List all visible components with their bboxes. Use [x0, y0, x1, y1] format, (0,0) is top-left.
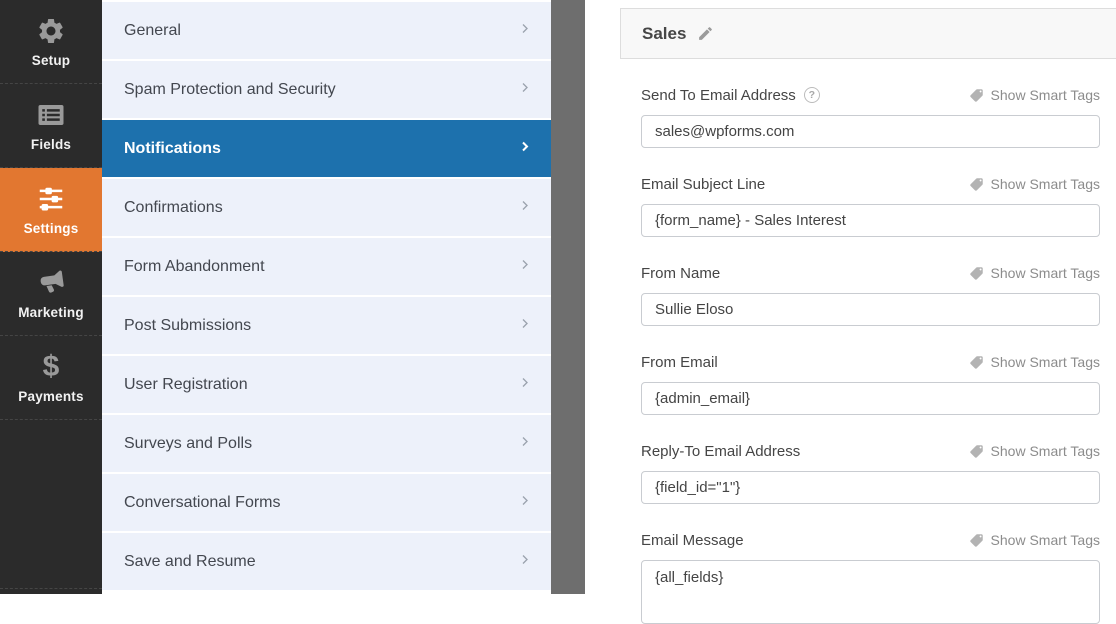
- sidebar-item-settings[interactable]: Settings: [0, 168, 102, 252]
- tag-icon: [969, 533, 983, 547]
- show-smart-tags-label: Show Smart Tags: [990, 354, 1100, 370]
- menu-item-label: Confirmations: [124, 198, 223, 216]
- fields-icon: [35, 100, 67, 130]
- sidebar-item-label: Setup: [31, 52, 71, 68]
- show-smart-tags-label: Show Smart Tags: [990, 532, 1100, 548]
- chevron-right-icon: [517, 197, 533, 218]
- sidebar-item-payments[interactable]: $ Payments: [0, 336, 102, 420]
- sidebar-item-fields[interactable]: Fields: [0, 84, 102, 168]
- settings-menu: General Spam Protection and Security Not…: [102, 0, 551, 594]
- field-label: Email Subject Line: [641, 175, 766, 193]
- help-icon[interactable]: ?: [803, 87, 820, 103]
- field-email-subject: Email Subject Line Show Smart Tags: [641, 175, 1100, 237]
- tag-icon: [969, 88, 983, 102]
- email-message-textarea[interactable]: {all_fields}: [641, 560, 1100, 624]
- chevron-right-icon: [517, 492, 533, 513]
- field-reply-to: Reply-To Email Address Show Smart Tags: [641, 442, 1100, 504]
- chevron-right-icon: [517, 256, 533, 277]
- chevron-right-icon: [517, 551, 533, 572]
- tag-icon: [969, 177, 983, 191]
- field-from-email: From Email Show Smart Tags: [641, 353, 1100, 415]
- menu-item-label: Notifications: [124, 139, 221, 157]
- chevron-right-icon: [517, 79, 533, 100]
- menu-item-label: General: [124, 21, 181, 39]
- menu-item-save-and-resume[interactable]: Save and Resume: [102, 533, 551, 590]
- menu-item-confirmations[interactable]: Confirmations: [102, 179, 551, 236]
- menu-item-label: Save and Resume: [124, 552, 256, 570]
- field-label: Reply-To Email Address: [641, 442, 801, 460]
- menu-item-form-abandonment[interactable]: Form Abandonment: [102, 238, 551, 295]
- from-email-input[interactable]: [641, 382, 1100, 415]
- menu-item-label: Spam Protection and Security: [124, 80, 336, 98]
- field-email-message: Email Message Show Smart Tags {all_field…: [641, 531, 1100, 624]
- reply-to-input[interactable]: [641, 471, 1100, 504]
- show-smart-tags-toggle[interactable]: Show Smart Tags: [969, 265, 1100, 281]
- from-name-input[interactable]: [641, 293, 1100, 326]
- builder-sidebar: Setup Fields Settings Marketing $ Paymen…: [0, 0, 102, 594]
- tag-icon: [969, 444, 983, 458]
- field-label: From Email: [641, 353, 718, 371]
- field-label: Send To Email Address: [641, 86, 796, 104]
- chevron-right-icon: [517, 315, 533, 336]
- show-smart-tags-toggle[interactable]: Show Smart Tags: [969, 354, 1100, 370]
- sliders-icon: [35, 184, 67, 214]
- menu-item-notifications[interactable]: Notifications: [102, 120, 551, 177]
- field-send-to-email: Send To Email Address ? Show Smart Tags: [641, 86, 1100, 148]
- sidebar-item-setup[interactable]: Setup: [0, 0, 102, 84]
- sidebar-item-label: Fields: [30, 136, 72, 152]
- show-smart-tags-label: Show Smart Tags: [990, 87, 1100, 103]
- chevron-right-icon: [517, 138, 533, 159]
- edit-pencil-icon[interactable]: [697, 25, 714, 42]
- show-smart-tags-label: Show Smart Tags: [990, 443, 1100, 459]
- menu-item-conversational-forms[interactable]: Conversational Forms: [102, 474, 551, 531]
- show-smart-tags-toggle[interactable]: Show Smart Tags: [969, 443, 1100, 459]
- show-smart-tags-toggle[interactable]: Show Smart Tags: [969, 532, 1100, 548]
- menu-item-label: User Registration: [124, 375, 248, 393]
- menu-item-post-submissions[interactable]: Post Submissions: [102, 297, 551, 354]
- menu-item-label: Form Abandonment: [124, 257, 265, 275]
- sidebar-item-label: Settings: [23, 220, 79, 236]
- sidebar-item-marketing[interactable]: Marketing: [0, 252, 102, 336]
- menu-item-general[interactable]: General: [102, 2, 551, 59]
- gear-icon: [36, 16, 66, 46]
- show-smart-tags-label: Show Smart Tags: [990, 265, 1100, 281]
- field-label: From Name: [641, 264, 721, 282]
- chevron-right-icon: [517, 20, 533, 41]
- tag-icon: [969, 266, 983, 280]
- menu-item-user-registration[interactable]: User Registration: [102, 356, 551, 413]
- notification-settings-panel: Sales Send To Email Address ? Show Smart…: [585, 0, 1116, 624]
- sidebar-item-label: Marketing: [18, 304, 84, 320]
- menu-item-surveys-and-polls[interactable]: Surveys and Polls: [102, 415, 551, 472]
- notification-title: Sales: [642, 23, 687, 43]
- show-smart-tags-label: Show Smart Tags: [990, 176, 1100, 192]
- tag-icon: [969, 355, 983, 369]
- menu-item-spam-protection[interactable]: Spam Protection and Security: [102, 61, 551, 118]
- menu-item-label: Post Submissions: [124, 316, 252, 334]
- menu-item-label: Surveys and Polls: [124, 434, 253, 452]
- field-from-name: From Name Show Smart Tags: [641, 264, 1100, 326]
- chevron-right-icon: [517, 374, 533, 395]
- sidebar-divider: [0, 588, 102, 589]
- notification-header: Sales: [620, 8, 1116, 59]
- megaphone-icon: [35, 268, 67, 298]
- panel-divider-gutter: [551, 0, 585, 594]
- dollar-icon: $: [42, 349, 60, 383]
- chevron-right-icon: [517, 433, 533, 454]
- show-smart-tags-toggle[interactable]: Show Smart Tags: [969, 176, 1100, 192]
- menu-item-label: Conversational Forms: [124, 493, 281, 511]
- notification-fields: Send To Email Address ? Show Smart Tags …: [641, 59, 1100, 624]
- email-subject-input[interactable]: [641, 204, 1100, 237]
- send-to-email-input[interactable]: [641, 115, 1100, 148]
- field-label: Email Message: [641, 531, 744, 549]
- show-smart-tags-toggle[interactable]: Show Smart Tags: [969, 87, 1100, 103]
- sidebar-item-label: Payments: [18, 388, 84, 404]
